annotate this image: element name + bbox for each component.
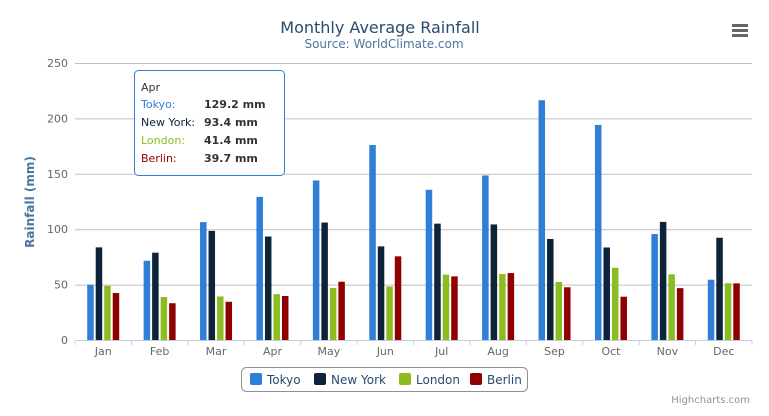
x-tick-label: Jan	[94, 345, 112, 358]
bar-london[interactable]	[329, 287, 337, 340]
bar-tokyo[interactable]	[87, 284, 94, 340]
x-tick-label: Jul	[434, 345, 448, 358]
bar-london[interactable]	[555, 281, 563, 340]
bar-london[interactable]	[668, 274, 675, 340]
hamburger-menu-icon[interactable]	[732, 24, 748, 27]
tooltip-value: 41.4 mm	[204, 134, 258, 147]
legend-item[interactable]: New York	[314, 373, 386, 387]
bar-new-york[interactable]	[490, 224, 498, 340]
x-tick-label: Oct	[601, 345, 621, 358]
legend-label: Berlin	[487, 373, 522, 387]
tooltip-series-name: Tokyo:	[140, 98, 176, 111]
chart-title: Monthly Average Rainfall	[280, 18, 479, 37]
bar-london[interactable]	[724, 283, 732, 340]
bar-berlin[interactable]	[338, 281, 345, 340]
x-tick-label: May	[318, 345, 341, 358]
bar-new-york[interactable]	[95, 247, 103, 340]
bar-london[interactable]	[217, 296, 224, 340]
bar-berlin[interactable]	[564, 287, 571, 340]
bar-new-york[interactable]	[377, 246, 385, 340]
legend-swatch	[250, 373, 262, 385]
bar-tokyo[interactable]	[256, 196, 263, 340]
bar-london[interactable]	[499, 273, 506, 340]
tooltip-value: 93.4 mm	[204, 116, 258, 129]
hamburger-menu-line	[732, 34, 748, 37]
bar-berlin[interactable]	[676, 288, 684, 340]
x-tick-label: Sep	[544, 345, 565, 358]
tooltip-value: 129.2 mm	[204, 98, 266, 111]
bar-new-york[interactable]	[264, 236, 272, 340]
x-tick-label: Aug	[487, 345, 508, 358]
tooltip-value: 39.7 mm	[204, 152, 258, 165]
bar-berlin[interactable]	[112, 293, 120, 340]
bar-london[interactable]	[104, 285, 111, 340]
bar-tokyo[interactable]	[594, 124, 602, 341]
bar-new-york[interactable]	[603, 247, 610, 340]
y-tick-label: 150	[47, 168, 68, 181]
legend-swatch	[314, 373, 326, 385]
tooltip-series-name: Berlin:	[141, 152, 177, 165]
bar-london[interactable]	[386, 286, 393, 340]
bar-tokyo[interactable]	[482, 175, 489, 340]
legend-label: Tokyo	[266, 373, 301, 387]
bar-new-york[interactable]	[547, 238, 554, 340]
legend-label: London	[416, 373, 460, 387]
bar-tokyo[interactable]	[200, 222, 207, 340]
legend-item[interactable]: Berlin	[470, 373, 522, 387]
bar-berlin[interactable]	[281, 296, 289, 340]
y-tick-label: 50	[54, 279, 68, 292]
bar-berlin[interactable]	[733, 283, 740, 340]
x-tick-label: Nov	[657, 345, 679, 358]
x-tick-label: Jun	[376, 345, 394, 358]
y-tick-label: 200	[47, 112, 68, 125]
legend-item[interactable]: London	[399, 373, 460, 387]
legend-swatch	[470, 373, 482, 385]
bar-new-york[interactable]	[659, 221, 667, 340]
bar-berlin[interactable]	[169, 303, 176, 340]
tooltip-header: Apr	[141, 81, 161, 94]
tooltip-series-name: New York:	[141, 116, 195, 129]
legend-label: New York	[331, 373, 386, 387]
bar-london[interactable]	[273, 294, 280, 340]
tooltip: Apr Tokyo: 129.2 mm New York: 93.4 mm London:…	[134, 70, 285, 176]
tooltip-box	[134, 70, 285, 176]
credits-link[interactable]: Highcharts.com	[671, 395, 750, 406]
bar-london[interactable]	[442, 274, 450, 340]
bar-berlin[interactable]	[620, 296, 627, 340]
bar-london[interactable]	[611, 267, 619, 340]
y-tick-label: 100	[47, 223, 68, 236]
bar-new-york[interactable]	[716, 237, 723, 340]
bar-tokyo[interactable]	[538, 100, 546, 341]
legend-item[interactable]: Tokyo	[250, 373, 301, 387]
bar-berlin[interactable]	[507, 273, 515, 340]
hamburger-menu-line	[732, 29, 748, 32]
tooltip-series-name: London:	[141, 134, 185, 147]
x-tick-label: Feb	[150, 345, 169, 358]
bar-new-york[interactable]	[152, 252, 159, 340]
legend-box	[241, 367, 528, 392]
bar-berlin[interactable]	[394, 256, 402, 340]
bar-tokyo[interactable]	[312, 180, 320, 340]
y-axis-title: Rainfall (mm)	[23, 156, 37, 248]
bar-tokyo[interactable]	[651, 234, 658, 340]
bar-new-york[interactable]	[208, 230, 216, 340]
bar-berlin[interactable]	[225, 301, 233, 340]
bar-london[interactable]	[160, 297, 168, 340]
chart-subtitle: Source: WorldClimate.com	[304, 37, 463, 51]
bar-tokyo[interactable]	[425, 189, 433, 340]
bar-tokyo[interactable]	[707, 279, 715, 340]
bar-new-york[interactable]	[434, 223, 441, 340]
menu-button[interactable]	[732, 24, 748, 37]
x-tick-label: Dec	[713, 345, 734, 358]
bar-new-york[interactable]	[321, 222, 328, 340]
legend-swatch	[399, 373, 411, 385]
x-tick-label: Apr	[263, 345, 283, 358]
bar-berlin[interactable]	[451, 276, 458, 340]
bar-tokyo[interactable]	[143, 260, 151, 340]
bar-tokyo[interactable]	[369, 144, 376, 340]
y-tick-label: 250	[47, 57, 68, 70]
y-tick-label: 0	[61, 334, 68, 347]
x-tick-label: Mar	[206, 345, 227, 358]
